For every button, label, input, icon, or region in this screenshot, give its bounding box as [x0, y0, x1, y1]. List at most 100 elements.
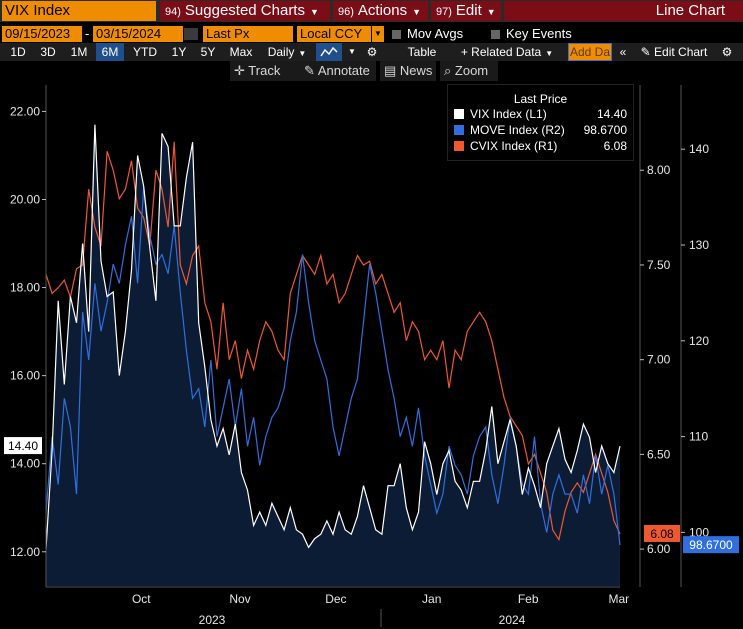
header-bar: VIX Index 94) Suggested Charts ▼ 96) Action… — [0, 0, 743, 22]
line-chart-icon[interactable] — [316, 43, 342, 61]
range-toolbar: 1D 3D 1M 6M YTD 1Y 5Y Max Daily ▼ ▼ ⚙ Tab… — [0, 43, 743, 61]
caret-down-icon: ▼ — [545, 49, 554, 58]
controls-bar: 09/15/2023 - 03/15/2024 Last Px Local CC… — [0, 26, 743, 43]
legend-entry-move[interactable]: MOVE Index (R2) 98.6700 — [454, 122, 633, 138]
legend-swatch — [454, 141, 464, 151]
key-events-label: Key Events — [506, 26, 572, 41]
legend-swatch — [454, 109, 464, 119]
suggested-charts-menu[interactable]: 94) Suggested Charts ▼ — [160, 1, 330, 21]
vix-last-tag: 14.40 — [8, 439, 38, 453]
key-events-checkbox[interactable]: Key Events — [491, 26, 572, 42]
range-1m-button[interactable]: 1M — [70, 45, 88, 59]
right2-tick-label: 100 — [689, 525, 709, 539]
vix-last-tag-box — [4, 437, 42, 455]
range-ytd-button[interactable]: YTD — [133, 45, 157, 59]
track-button[interactable]: ✛ Track — [230, 61, 314, 81]
ticker-field[interactable]: VIX Index — [2, 1, 156, 21]
chart-area[interactable]: 12.00 14.00 16.00 18.00 20.00 22.00 6.00 6.50 7.… — [0, 81, 743, 629]
legend-value: 14.40 — [596, 107, 627, 121]
legend-entry-vix[interactable]: VIX Index (L1) 14.40 — [454, 106, 633, 122]
calendar-icon[interactable] — [184, 28, 198, 40]
menu-number: 94) — [165, 6, 181, 18]
x-tick-label: Oct — [132, 592, 151, 606]
actions-menu[interactable]: 96) Actions ▼ — [333, 1, 428, 21]
settings-gear-icon[interactable]: ⚙ — [721, 45, 733, 59]
crosshair-icon: ✛ — [234, 63, 245, 78]
legend-name: CVIX Index — [470, 139, 531, 153]
x-tick-label: Dec — [325, 592, 346, 606]
annotate-button[interactable]: ✎ Annotate — [300, 61, 376, 81]
price-field-select[interactable]: Last Px — [203, 26, 293, 42]
chevron-down-icon[interactable]: ▼ — [372, 26, 384, 42]
menu-label: Edit — [455, 2, 482, 19]
legend-value: 98.6700 — [583, 123, 627, 137]
x-tick-label: Nov — [229, 592, 250, 606]
checkbox-icon — [392, 30, 401, 39]
left-tick-label: 20.00 — [10, 192, 40, 206]
vix-series-line — [45, 124, 621, 549]
left-tick-label: 18.00 — [10, 281, 40, 295]
right2-tick-label: 140 — [689, 142, 709, 156]
mov-avgs-label: Mov Avgs — [407, 26, 464, 41]
tools-bar: ✛ Track ✎ Annotate ▤ News ⌕ Zoom — [0, 61, 743, 81]
currency-select[interactable]: Local CCY — [297, 26, 371, 42]
left-tick-label: 22.00 — [10, 104, 40, 118]
range-1d-button[interactable]: 1D — [10, 45, 26, 59]
range-6m-button[interactable]: 6M — [96, 43, 124, 61]
add-data-input[interactable]: Add Da — [568, 43, 612, 61]
range-max-button[interactable]: Max — [229, 45, 253, 59]
caret-down-icon: ▼ — [486, 7, 496, 17]
move-last-tag: 98.6700 — [689, 538, 733, 552]
frequency-label: Daily — [267, 45, 295, 59]
gear-icon[interactable]: ⚙ — [366, 45, 378, 59]
range-1y-button[interactable]: 1Y — [171, 45, 187, 59]
magnifier-icon: ⌕ — [444, 63, 452, 78]
annotate-label: Annotate — [317, 63, 370, 78]
right1-tick-label: 7.00 — [647, 353, 671, 367]
track-label: Track — [248, 63, 281, 78]
vix-area-fill — [46, 124, 620, 586]
start-date-field[interactable]: 09/15/2023 — [2, 26, 82, 42]
chart-type-bar[interactable]: Line Chart — [504, 1, 743, 21]
x-tick-label: Feb — [518, 592, 539, 606]
cvix-last-tag: 6.08 — [650, 527, 674, 541]
checkbox-icon — [491, 30, 500, 39]
legend-axis: (R1) — [534, 139, 558, 153]
right1-tick-label: 7.50 — [647, 258, 671, 272]
mov-avgs-checkbox[interactable]: Mov Avgs — [392, 26, 463, 42]
chevron-down-icon[interactable]: ▼ — [348, 47, 356, 56]
edit-chart-button[interactable]: ✎ Edit Chart — [634, 43, 714, 61]
zoom-button[interactable]: ⌕ Zoom — [440, 61, 498, 81]
year-label: 2023 — [199, 613, 226, 627]
legend-axis: (L1) — [525, 107, 547, 121]
range-5y-button[interactable]: 5Y — [200, 45, 216, 59]
caret-down-icon: ▼ — [298, 49, 307, 58]
move-last-tag-box — [683, 536, 739, 554]
pencil-icon: ✎ — [304, 63, 315, 78]
right1-tick-label: 6.00 — [647, 542, 671, 556]
edit-menu[interactable]: 97) Edit ▼ — [431, 1, 501, 21]
news-icon: ▤ — [384, 63, 397, 78]
left-tick-label: 14.00 — [10, 457, 40, 471]
caret-down-icon: ▼ — [309, 7, 319, 17]
x-tick-label: Jan — [422, 592, 441, 606]
legend-name: VIX Index — [470, 107, 523, 121]
menu-label: Suggested Charts — [184, 2, 305, 19]
menu-label: Actions — [357, 2, 408, 19]
legend-value: 6.08 — [603, 139, 627, 153]
news-label: News — [399, 63, 433, 78]
zoom-label: Zoom — [454, 63, 489, 78]
table-button[interactable]: Table — [407, 45, 437, 59]
end-date-field[interactable]: 03/15/2024 — [93, 26, 183, 42]
menu-number: 96) — [338, 6, 354, 18]
collapse-icon[interactable]: « — [619, 45, 627, 59]
news-button[interactable]: ▤ News — [380, 61, 436, 81]
x-tick-label: Mar — [609, 592, 630, 606]
frequency-select[interactable]: Daily ▼ — [262, 43, 312, 61]
edit-chart-label: Edit Chart — [654, 45, 708, 59]
related-data-label: + Related Data — [460, 45, 542, 59]
legend-entry-cvix[interactable]: CVIX Index (R1) 6.08 — [454, 138, 633, 154]
right2-tick-label: 110 — [689, 430, 708, 444]
range-3d-button[interactable]: 3D — [40, 45, 56, 59]
related-data-button[interactable]: + Related Data ▼ — [452, 43, 562, 61]
